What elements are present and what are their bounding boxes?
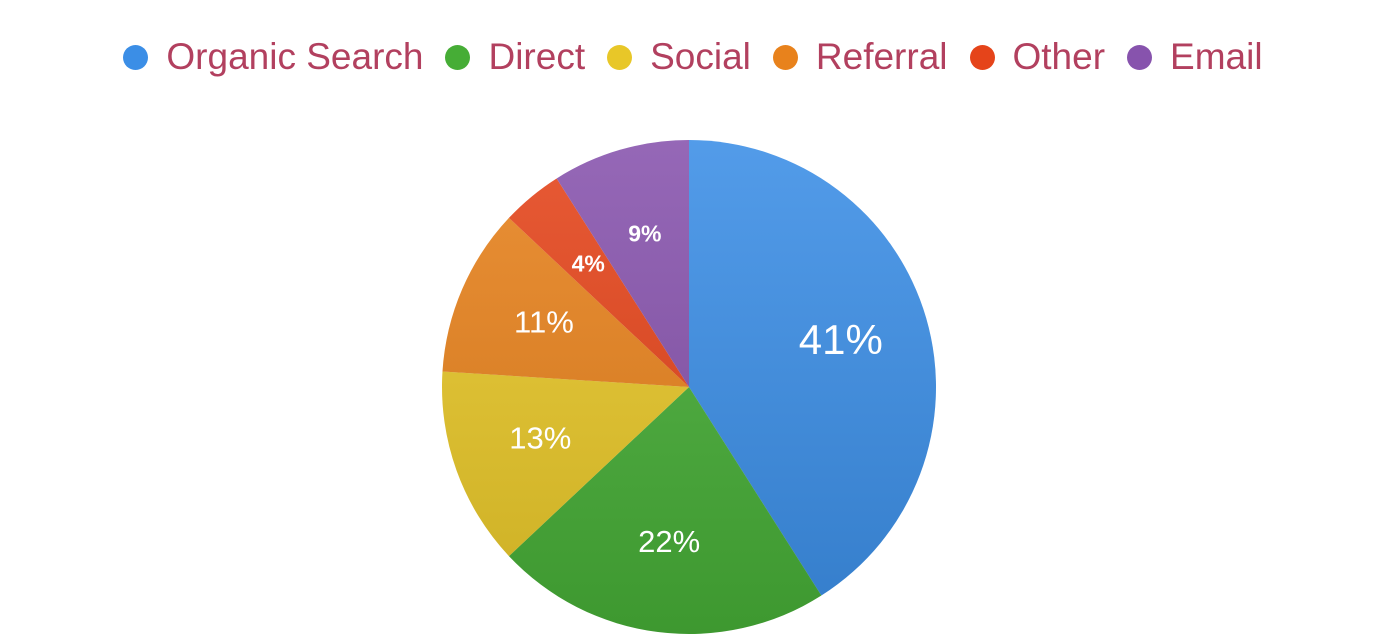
legend-swatch [772, 44, 798, 70]
legend-item: Social [607, 36, 751, 78]
legend-label: Direct [488, 36, 586, 77]
legend-label: Social [650, 36, 751, 77]
data-label: 11% [514, 304, 574, 339]
legend-item: Referral [772, 36, 948, 78]
legend-swatch [607, 44, 633, 70]
legend-swatch [1127, 44, 1153, 70]
legend: Organic Search Direct Social Referral Other E… [0, 36, 1386, 78]
data-label: 22% [638, 524, 700, 559]
legend-swatch [445, 44, 471, 70]
data-label: 9% [628, 220, 661, 246]
pie [442, 140, 937, 635]
pie-labels: 41% 22% 13% 11% 4% 9% [509, 220, 883, 559]
data-label: 13% [509, 421, 571, 456]
data-label: 4% [572, 250, 605, 276]
legend-label: Email [1170, 36, 1263, 77]
legend-label: Other [1012, 36, 1106, 77]
legend-swatch [123, 44, 149, 70]
legend-item: Other [969, 36, 1106, 78]
legend-swatch [969, 44, 995, 70]
legend-label: Referral [815, 36, 948, 77]
legend-item: Direct [445, 36, 585, 78]
legend-item: Organic Search [123, 36, 423, 78]
legend-item: Email [1127, 36, 1263, 78]
data-label: 41% [799, 316, 883, 363]
legend-label: Organic Search [166, 36, 424, 77]
